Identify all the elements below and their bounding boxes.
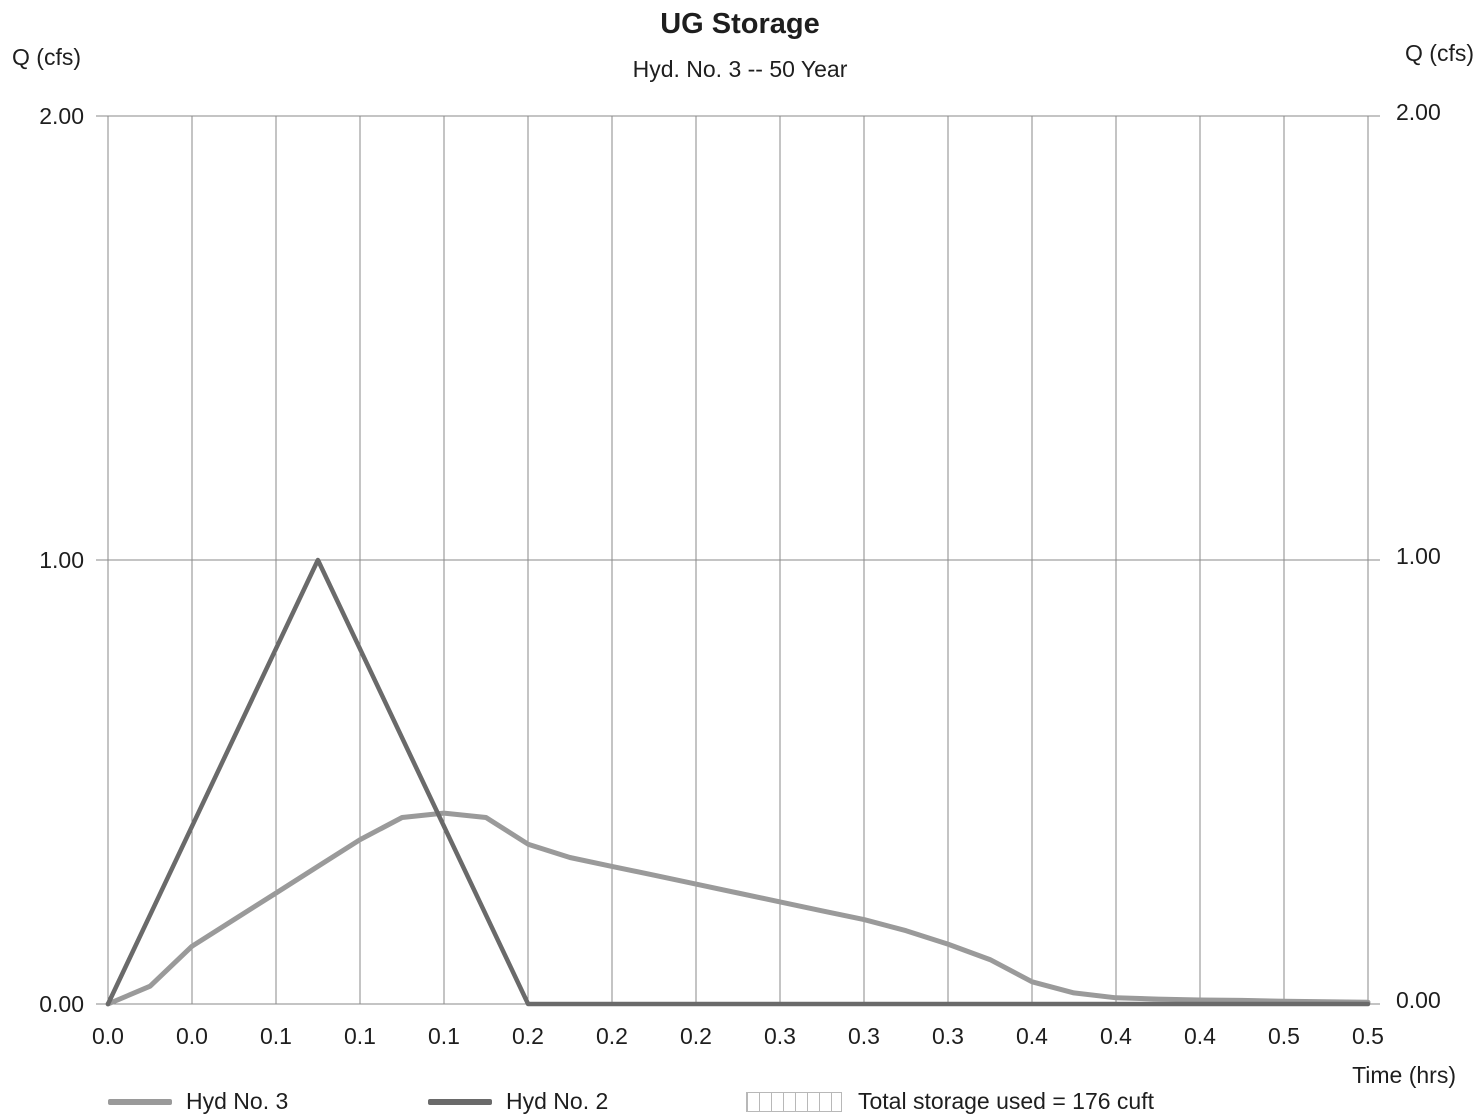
y-tick-label-right: 0.00 [1396, 987, 1441, 1013]
x-tick-label: 0.1 [260, 1023, 292, 1049]
x-tick-label: 0.0 [176, 1023, 208, 1049]
data-point-hyd3 [1030, 980, 1034, 984]
x-tick-label: 0.4 [1184, 1023, 1216, 1049]
data-point-hyd3 [358, 838, 362, 842]
data-point-hyd2 [1114, 1002, 1118, 1006]
data-point-hyd3 [1198, 998, 1202, 1002]
data-point-hyd3 [232, 918, 236, 922]
x-axis-label: Time (hrs) [1352, 1062, 1456, 1088]
data-point-hyd3 [904, 929, 908, 933]
data-point-hyd3 [820, 909, 824, 913]
legend-label-hyd2: Hyd No. 2 [506, 1088, 609, 1114]
series-line-hyd2 [105, 557, 1371, 1007]
x-tick-label: 0.3 [932, 1023, 964, 1049]
x-tick-label: 0.5 [1352, 1023, 1384, 1049]
data-point-hyd3 [442, 811, 446, 815]
y-tick-label-right: 2.00 [1396, 99, 1441, 125]
data-point-hyd2 [610, 1002, 614, 1006]
legend-item-hyd2: Hyd No. 2 [428, 1088, 608, 1115]
x-tick-label: 0.2 [680, 1023, 712, 1049]
data-point-hyd3 [1156, 997, 1160, 1001]
x-tick-label: 0.5 [1268, 1023, 1300, 1049]
legend-label-hyd3: Hyd No. 3 [186, 1088, 289, 1114]
data-point-hyd3 [274, 891, 278, 895]
legend-item-storage: Total storage used = 176 cuft [746, 1088, 1154, 1115]
data-point-hyd3 [148, 984, 152, 988]
data-point-hyd3 [484, 816, 488, 820]
data-point-hyd3 [988, 958, 992, 962]
legend-swatch-hyd3 [108, 1098, 172, 1105]
y-tick-label-left: 0.00 [39, 991, 84, 1017]
data-point-hyd2 [526, 1002, 530, 1006]
x-tick-label: 0.4 [1016, 1023, 1048, 1049]
storage-hatch-swatch [746, 1091, 842, 1112]
data-point-hyd3 [610, 864, 614, 868]
x-tick-label: 0.3 [764, 1023, 796, 1049]
data-point-hyd3 [400, 816, 404, 820]
data-point-hyd2 [316, 558, 320, 562]
x-tick-label: 0.2 [512, 1023, 544, 1049]
y-tick-label-left: 1.00 [39, 547, 84, 573]
legend-swatch-hyd2 [428, 1098, 492, 1105]
chart-title: UG Storage [660, 8, 820, 40]
data-point-hyd3 [778, 900, 782, 904]
data-point-hyd3 [1072, 991, 1076, 995]
legend-label-storage: Total storage used = 176 cuft [858, 1088, 1155, 1114]
data-point-hyd3 [316, 864, 320, 868]
legend-item-hyd3: Hyd No. 3 [108, 1088, 288, 1115]
x-tick-label: 0.1 [428, 1023, 460, 1049]
chart-subtitle: Hyd. No. 3 -- 50 Year [632, 56, 848, 82]
data-point-hyd3 [1114, 996, 1118, 1000]
data-point-hyd3 [526, 842, 530, 846]
data-point-hyd3 [862, 918, 866, 922]
y-tick-label-left: 2.00 [39, 103, 84, 129]
data-point-hyd2 [862, 1002, 866, 1006]
data-point-hyd3 [1240, 998, 1244, 1002]
x-tick-label: 0.4 [1100, 1023, 1132, 1049]
data-point-hyd3 [568, 855, 572, 859]
x-tick-label: 0.2 [596, 1023, 628, 1049]
x-tick-label: 0.1 [344, 1023, 376, 1049]
y-tick-label-right: 1.00 [1396, 543, 1441, 569]
series-line-hyd3 [105, 810, 1371, 1007]
y-axis-label-right: Q (cfs) [1405, 40, 1474, 66]
y-axis-label-left: Q (cfs) [12, 44, 81, 70]
data-point-hyd3 [736, 891, 740, 895]
x-tick-label: 0.0 [92, 1023, 124, 1049]
data-point-hyd2 [1366, 1002, 1370, 1006]
data-point-hyd3 [694, 882, 698, 886]
data-point-hyd3 [652, 873, 656, 877]
data-point-hyd3 [190, 944, 194, 948]
data-point-hyd2 [106, 1002, 110, 1006]
x-tick-label: 0.3 [848, 1023, 880, 1049]
data-point-hyd3 [946, 942, 950, 946]
